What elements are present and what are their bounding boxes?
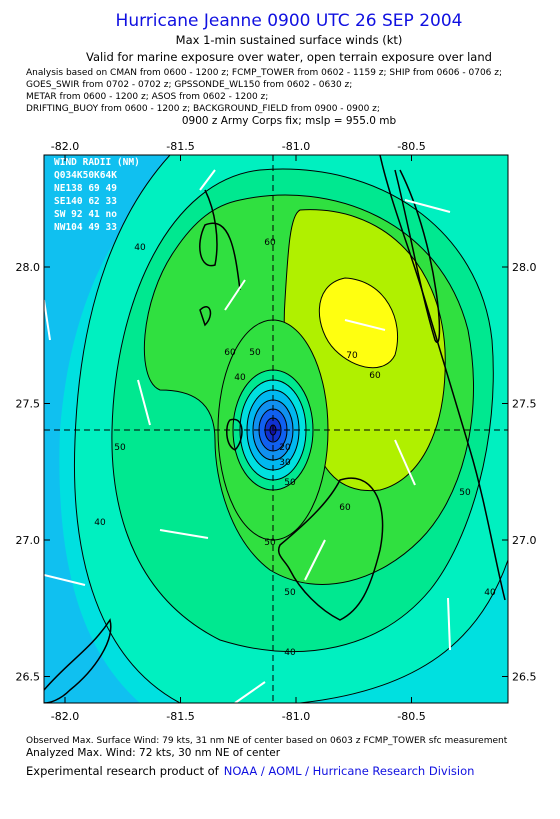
contour-labels: 40 60 60 60 50 70 50 40 50 60 50 40 50 40 30 20 40 50 [94, 238, 496, 658]
x-tick-label: -80.5 [397, 140, 425, 153]
x-tick-label: -80.5 [397, 710, 425, 723]
y-tick-label: 27.0 [16, 534, 41, 547]
analysis-line: Analysis based on CMAN from 0600 - 1200 … [26, 68, 502, 78]
contour-label: 60 [264, 238, 276, 248]
wind-radii-box: WIND RADII (NM) Q034K50K64K NE138 69 49 SE1… [54, 157, 140, 233]
contour-label: 40 [234, 373, 246, 383]
outer-region [44, 155, 200, 703]
contour-label: 30 [279, 458, 291, 468]
contour-label: 60 [339, 503, 351, 513]
x-tick-label: -82.0 [51, 140, 79, 153]
y-tick-label: 27.5 [512, 398, 537, 411]
y-tick-label: 26.5 [512, 671, 537, 684]
wind-radii-line: NE138 69 49 [54, 183, 117, 194]
contour-label: 40 [284, 648, 296, 658]
wind-radii-line: NW104 49 33 [54, 222, 117, 233]
y-tick-label: 27.0 [512, 534, 537, 547]
x-tick-label: -81.0 [282, 710, 310, 723]
analyzed: Analyzed Max. Wind: 72 kts, 30 nm NE of … [26, 747, 281, 759]
contour-label: 50 [114, 443, 126, 453]
fix: 0900 z Army Corps fix; mslp = 955.0 mb [182, 115, 397, 127]
x-tick-label: -81.0 [282, 140, 310, 153]
y-tick-label: 28.0 [16, 261, 41, 274]
credit-text: Experimental research product of [26, 764, 220, 778]
org: NOAA / AOML / Hurricane Research Divisio… [224, 764, 475, 778]
contour-label: 50 [284, 478, 296, 488]
contour-label: 50 [284, 588, 296, 598]
title: Hurricane Jeanne 0900 UTC 26 SEP 2004 [116, 11, 463, 31]
contour-label: 60 [224, 348, 236, 358]
contour-label: 50 [249, 348, 261, 358]
contour-label: 60 [369, 371, 381, 381]
plot-frame [43, 154, 509, 704]
y-tick-label: 28.0 [512, 261, 537, 274]
y-tick-label: 27.5 [16, 398, 41, 411]
contour-label: 40 [484, 588, 496, 598]
contour-label: 20 [279, 443, 291, 453]
validity: Valid for marine exposure over water, op… [86, 50, 492, 64]
analysis-line: DRIFTING_BUOY from 0600 - 1200 z; BACKGR… [26, 104, 380, 114]
wind-vectors [44, 169, 451, 703]
coastline [44, 155, 506, 703]
contour-label: 70 [346, 351, 358, 361]
analysis-line: METAR from 0600 - 1200 z; ASOS from 0602… [26, 92, 268, 102]
credit: Experimental research product of NOAA / A… [26, 764, 474, 778]
contour-label: 40 [134, 243, 146, 253]
wind-radii-line: SE140 62 33 [54, 196, 117, 207]
x-tick-label: -81.5 [166, 710, 194, 723]
wind-radii-line: WIND RADII (NM) [54, 157, 140, 168]
wind-field [44, 155, 508, 703]
x-tick-label: -81.5 [166, 140, 194, 153]
contour-label: 40 [94, 518, 106, 528]
observed: Observed Max. Surface Wind: 79 kts, 31 n… [26, 736, 508, 746]
subtitle: Max 1-min sustained surface winds (kt) [176, 33, 403, 47]
wind-radii-line: SW 92 41 no [54, 209, 117, 220]
analysis-line: GOES_SWIR from 0702 - 0702 z; GPSSONDE_W… [26, 80, 352, 90]
y-tick-label: 26.5 [16, 671, 41, 684]
wind-radii-line: Q034K50K64K [54, 170, 117, 181]
contour-label: 50 [459, 488, 471, 498]
x-tick-label: -82.0 [51, 710, 79, 723]
axes: -82.0 -82.0 -81.5 -81.5 -81.0 -81.0 -80.5 -80.5… [16, 140, 537, 723]
contour-label: 50 [264, 538, 276, 548]
